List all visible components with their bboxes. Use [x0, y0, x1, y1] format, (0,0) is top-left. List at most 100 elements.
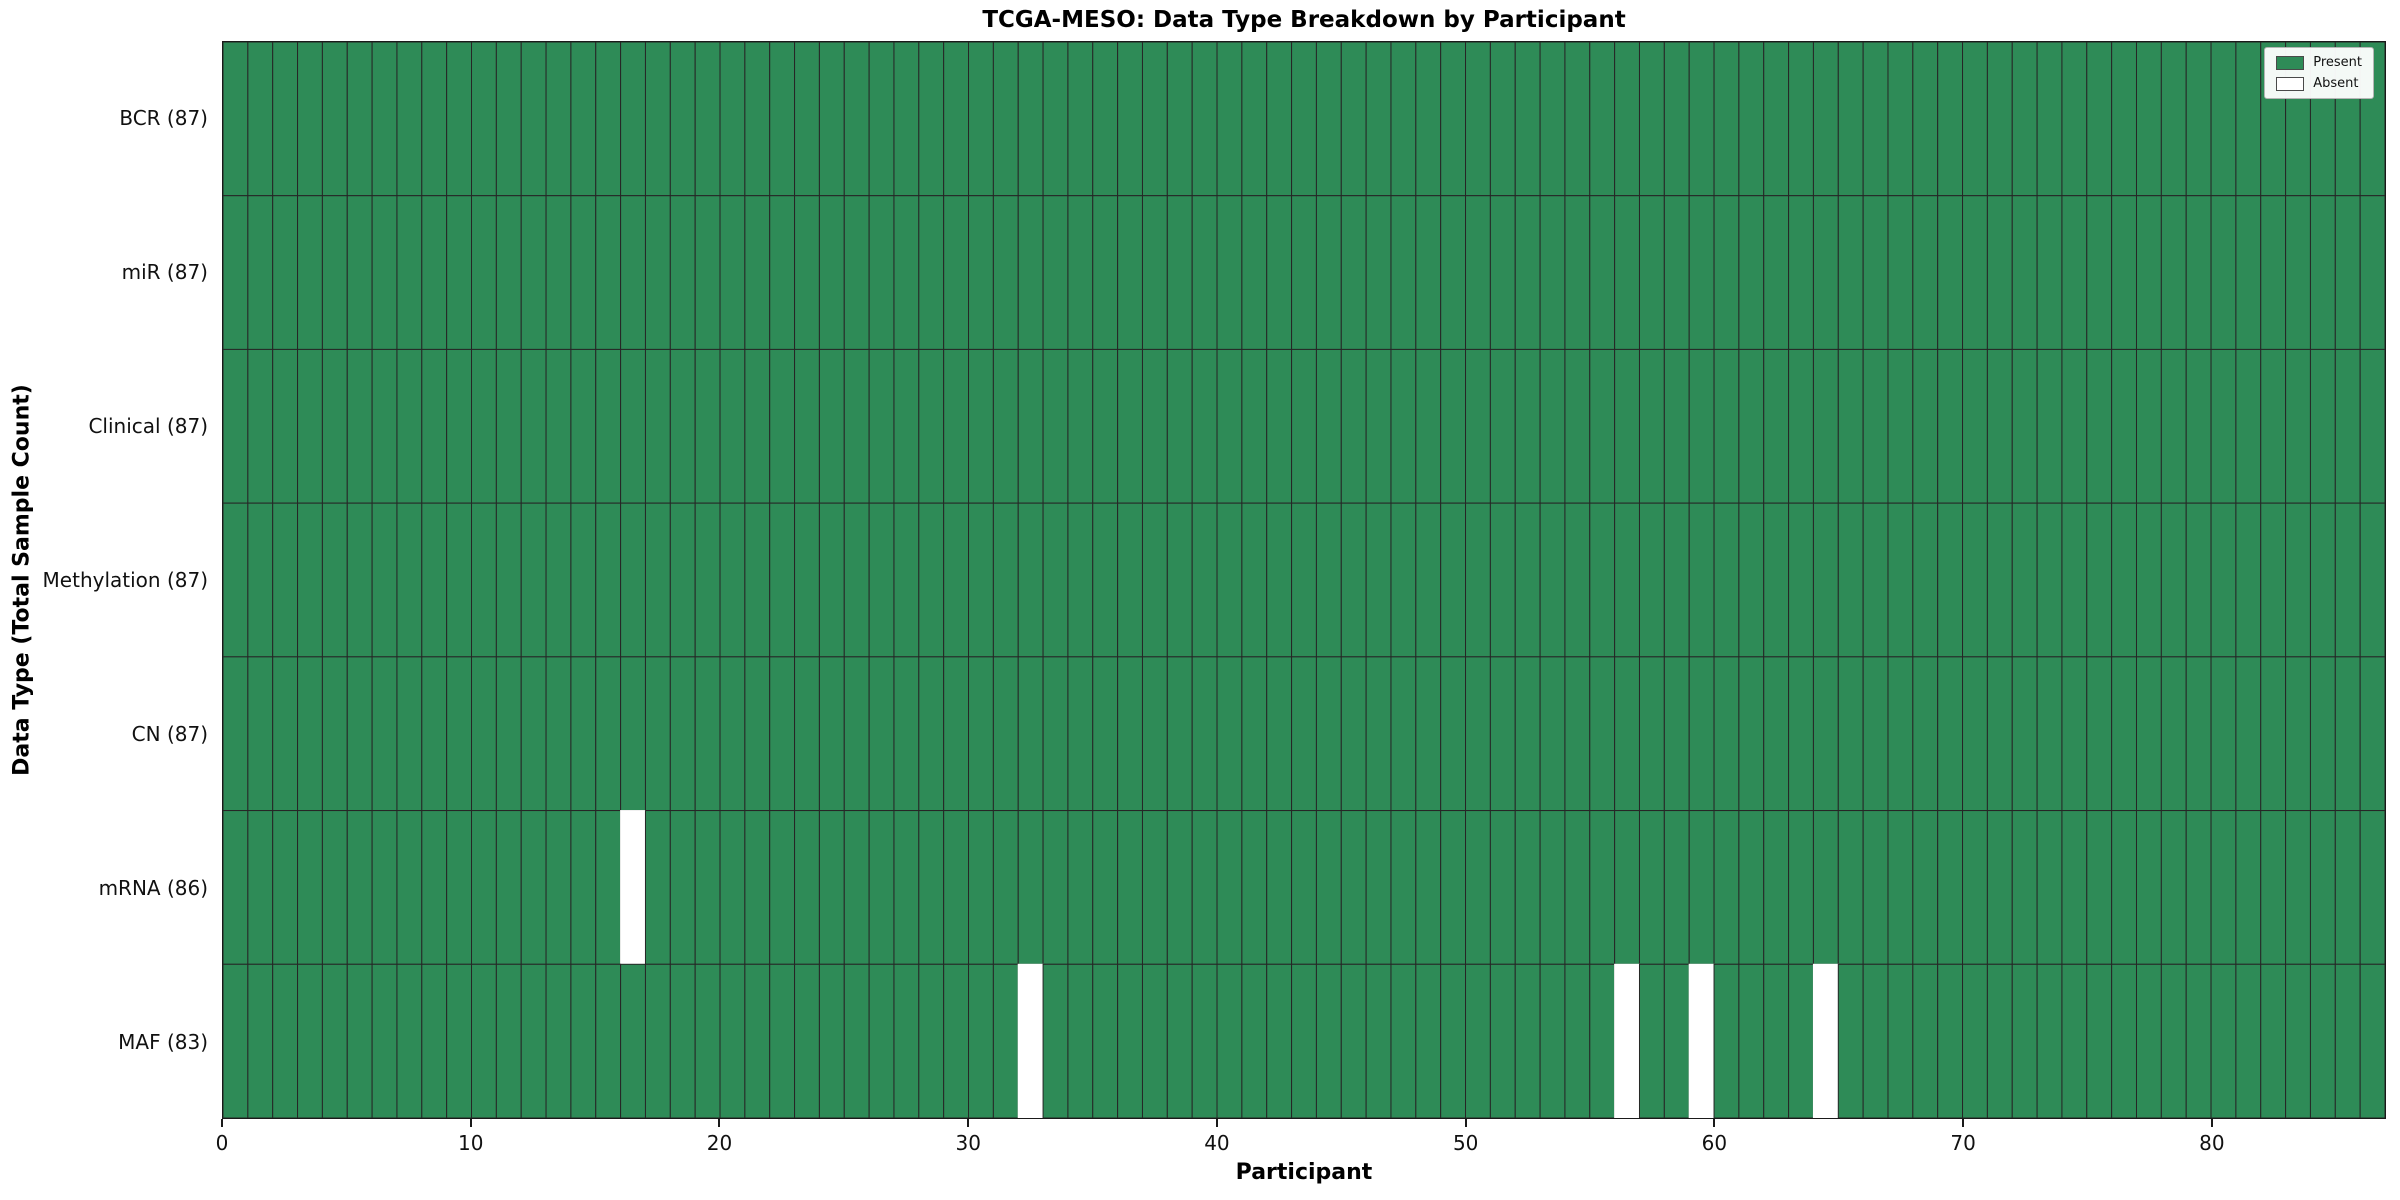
cell-present	[2185, 348, 2212, 504]
cell-present	[1986, 963, 2013, 1118]
cell-present	[1837, 810, 1864, 965]
cell-present	[918, 42, 945, 197]
cell-present	[2160, 656, 2187, 812]
cell-present	[1042, 348, 1069, 504]
cell-present	[843, 42, 870, 197]
cell-present	[1763, 810, 1790, 965]
cell-present	[1340, 195, 1367, 350]
cell-present	[595, 810, 622, 965]
cell-present	[868, 348, 895, 504]
cell-present	[1117, 502, 1143, 658]
cell-present	[1788, 810, 1814, 965]
cell-present	[421, 502, 448, 658]
cell-present	[1117, 810, 1143, 965]
cell-present	[1638, 348, 1665, 504]
cell-present	[1663, 656, 1690, 812]
cell-present	[744, 348, 771, 504]
cell-present	[1812, 656, 1839, 812]
x-tick-label: 80	[2199, 1131, 2225, 1155]
cell-present	[272, 656, 299, 812]
cell-present	[1887, 42, 1914, 197]
cell-present	[1042, 963, 1069, 1118]
cell-present	[1141, 348, 1168, 504]
cell-present	[1315, 656, 1342, 812]
cell-present	[1017, 810, 1044, 965]
cell-present	[943, 195, 970, 350]
cell-present	[843, 963, 870, 1118]
cell-absent	[1017, 963, 1044, 1118]
cell-present	[1986, 502, 2013, 658]
cell-present	[1266, 195, 1293, 350]
cell-present	[2185, 810, 2212, 965]
cell-present	[495, 195, 522, 350]
cell-present	[1564, 42, 1591, 197]
plot-area	[222, 41, 2386, 1119]
cell-present	[1216, 656, 1243, 812]
cell-present	[1191, 810, 1218, 965]
cell-present	[1962, 502, 1988, 658]
cell-present	[1092, 195, 1119, 350]
cell-present	[620, 195, 646, 350]
cell-present	[1465, 502, 1491, 658]
cell-present	[943, 963, 970, 1118]
cell-present	[1390, 810, 1417, 965]
cell-present	[1340, 502, 1367, 658]
cell-present	[223, 348, 249, 504]
cell-present	[1514, 963, 1541, 1118]
cell-present	[769, 348, 796, 504]
cell-present	[570, 42, 597, 197]
cell-present	[2160, 502, 2187, 658]
cell-present	[1837, 502, 1864, 658]
cell-present	[644, 195, 671, 350]
cell-present	[2260, 810, 2287, 965]
cell-present	[2086, 348, 2113, 504]
cell-present	[1539, 963, 1566, 1118]
cell-present	[2160, 42, 2187, 197]
cell-present	[2235, 195, 2262, 350]
cell-present	[968, 963, 994, 1118]
cell-present	[1067, 502, 1094, 658]
x-axis-label: Participant	[1235, 1160, 1373, 1185]
cell-present	[272, 42, 299, 197]
legend-entry-absent: Absent	[2276, 76, 2362, 91]
cell-present	[968, 195, 994, 350]
cell-present	[1564, 195, 1591, 350]
cell-present	[1564, 348, 1591, 504]
cell-present	[396, 348, 423, 504]
cell-present	[1539, 656, 1566, 812]
cell-present	[1141, 42, 1168, 197]
cell-present	[1937, 42, 1964, 197]
cell-present	[1539, 348, 1566, 504]
cell-present	[620, 963, 646, 1118]
cell-present	[1390, 502, 1417, 658]
cell-present	[1117, 348, 1143, 504]
cell-present	[2210, 656, 2237, 812]
cell-present	[1837, 348, 1864, 504]
cell-present	[595, 348, 622, 504]
cell-present	[644, 502, 671, 658]
cell-present	[2210, 348, 2237, 504]
cell-present	[1390, 195, 1417, 350]
x-tick-label: 0	[215, 1131, 229, 1155]
cell-present	[1017, 42, 1044, 197]
cell-present	[1365, 42, 1392, 197]
cell-present	[2036, 502, 2063, 658]
cell-present	[346, 810, 373, 965]
cell-present	[297, 195, 323, 350]
cell-present	[2086, 502, 2113, 658]
cell-present	[1812, 348, 1839, 504]
cell-present	[744, 42, 771, 197]
cell-present	[1092, 42, 1119, 197]
cell-present	[495, 810, 522, 965]
cell-present	[2011, 195, 2038, 350]
cell-present	[1315, 810, 1342, 965]
cell-present	[1266, 963, 1293, 1118]
cell-present	[644, 810, 671, 965]
cell-present	[1812, 195, 1839, 350]
cell-present	[1415, 963, 1442, 1118]
cell-present	[1266, 656, 1293, 812]
cell-present	[1291, 963, 1317, 1118]
cell-present	[918, 502, 945, 658]
cell-present	[297, 656, 323, 812]
cell-present	[545, 195, 572, 350]
